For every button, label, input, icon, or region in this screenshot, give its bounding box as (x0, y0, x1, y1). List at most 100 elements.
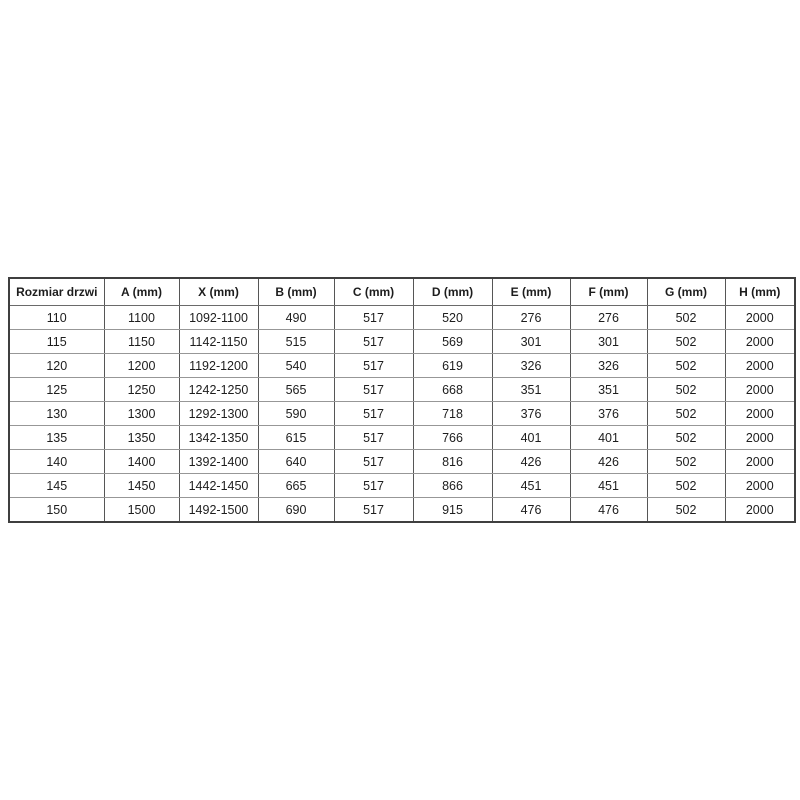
table-cell: 517 (333, 401, 414, 426)
table-cell: 1092-1100 (178, 305, 259, 330)
table-cell: 517 (333, 329, 414, 354)
table-cell: 490 (257, 305, 335, 330)
table-cell: 301 (491, 329, 571, 354)
table-cell: 451 (569, 473, 648, 498)
table-cell: 401 (569, 425, 648, 450)
table-cell: 120 (8, 353, 105, 378)
table-cell: 502 (646, 329, 726, 354)
table-cell: 665 (257, 473, 335, 498)
table-cell: 517 (333, 377, 414, 402)
table-cell: 401 (491, 425, 571, 450)
table-cell: 502 (646, 401, 726, 426)
column-header: H (mm) (724, 277, 796, 306)
table-row: 110 1100 1092-1100 490 517 520 276 276 502 2000 (8, 305, 796, 330)
table-cell: 1292-1300 (178, 401, 259, 426)
table-cell: 540 (257, 353, 335, 378)
table-cell: 376 (491, 401, 571, 426)
table-cell: 915 (412, 497, 493, 523)
table-cell: 2000 (724, 449, 796, 474)
column-header: Rozmiar drzwi (8, 277, 105, 306)
table-cell: 115 (8, 329, 105, 354)
table-cell: 517 (333, 473, 414, 498)
table-row: 120 1200 1192-1200 540 517 619 326 326 502 2000 (8, 353, 796, 378)
table-cell: 451 (491, 473, 571, 498)
table-row: 130 1300 1292-1300 590 517 718 376 376 502 2000 (8, 401, 796, 426)
table-cell: 520 (412, 305, 493, 330)
table-cell: 1450 (103, 473, 180, 498)
table-cell: 668 (412, 377, 493, 402)
table-cell: 1392-1400 (178, 449, 259, 474)
table-cell: 476 (491, 497, 571, 523)
table-cell: 640 (257, 449, 335, 474)
table-cell: 565 (257, 377, 335, 402)
table-cell: 476 (569, 497, 648, 523)
table-cell: 1500 (103, 497, 180, 523)
table-cell: 145 (8, 473, 105, 498)
table-cell: 1192-1200 (178, 353, 259, 378)
table-cell: 110 (8, 305, 105, 330)
table-cell: 376 (569, 401, 648, 426)
column-header: C (mm) (333, 277, 414, 306)
door-dimensions-table-container: Rozmiar drzwi A (mm) X (mm) B (mm) C (mm) D (… (8, 277, 796, 523)
table-cell: 1100 (103, 305, 180, 330)
table-cell: 2000 (724, 401, 796, 426)
table-cell: 816 (412, 449, 493, 474)
table-row: 140 1400 1392-1400 640 517 816 426 426 502 2000 (8, 449, 796, 474)
table-cell: 1400 (103, 449, 180, 474)
table-cell: 2000 (724, 497, 796, 523)
table-header-row: Rozmiar drzwi A (mm) X (mm) B (mm) C (mm) D (… (8, 277, 796, 306)
table-cell: 590 (257, 401, 335, 426)
table-cell: 517 (333, 449, 414, 474)
table-cell: 326 (569, 353, 648, 378)
column-header: X (mm) (178, 277, 259, 306)
table-cell: 276 (491, 305, 571, 330)
table-cell: 2000 (724, 377, 796, 402)
table-cell: 351 (491, 377, 571, 402)
table-row: 125 1250 1242-1250 565 517 668 351 351 502 2000 (8, 377, 796, 402)
table-cell: 502 (646, 473, 726, 498)
table-cell: 615 (257, 425, 335, 450)
table-cell: 150 (8, 497, 105, 523)
table-cell: 2000 (724, 473, 796, 498)
table-cell: 502 (646, 377, 726, 402)
column-header: B (mm) (257, 277, 335, 306)
table-cell: 502 (646, 497, 726, 523)
table-cell: 517 (333, 425, 414, 450)
table-cell: 517 (333, 353, 414, 378)
table-cell: 1242-1250 (178, 377, 259, 402)
table-cell: 502 (646, 353, 726, 378)
table-cell: 718 (412, 401, 493, 426)
table-cell: 502 (646, 449, 726, 474)
table-cell: 1442-1450 (178, 473, 259, 498)
table-cell: 276 (569, 305, 648, 330)
table-row: 150 1500 1492-1500 690 517 915 476 476 502 2000 (8, 497, 796, 523)
column-header: F (mm) (569, 277, 648, 306)
table-cell: 1342-1350 (178, 425, 259, 450)
table-cell: 301 (569, 329, 648, 354)
table-cell: 426 (569, 449, 648, 474)
table-row: 145 1450 1442-1450 665 517 866 451 451 502 2000 (8, 473, 796, 498)
table-cell: 426 (491, 449, 571, 474)
table-cell: 502 (646, 305, 726, 330)
table-cell: 2000 (724, 329, 796, 354)
table-cell: 1300 (103, 401, 180, 426)
column-header: D (mm) (412, 277, 493, 306)
table-cell: 1142-1150 (178, 329, 259, 354)
table-cell: 2000 (724, 305, 796, 330)
table-cell: 1350 (103, 425, 180, 450)
table-cell: 130 (8, 401, 105, 426)
table-cell: 140 (8, 449, 105, 474)
table-cell: 502 (646, 425, 726, 450)
table-cell: 1200 (103, 353, 180, 378)
table-cell: 1250 (103, 377, 180, 402)
table-cell: 2000 (724, 353, 796, 378)
table-row: 135 1350 1342-1350 615 517 766 401 401 502 2000 (8, 425, 796, 450)
table-cell: 2000 (724, 425, 796, 450)
table-cell: 135 (8, 425, 105, 450)
table-cell: 690 (257, 497, 335, 523)
column-header: A (mm) (103, 277, 180, 306)
column-header: E (mm) (491, 277, 571, 306)
column-header: G (mm) (646, 277, 726, 306)
table-cell: 517 (333, 497, 414, 523)
table-cell: 1150 (103, 329, 180, 354)
